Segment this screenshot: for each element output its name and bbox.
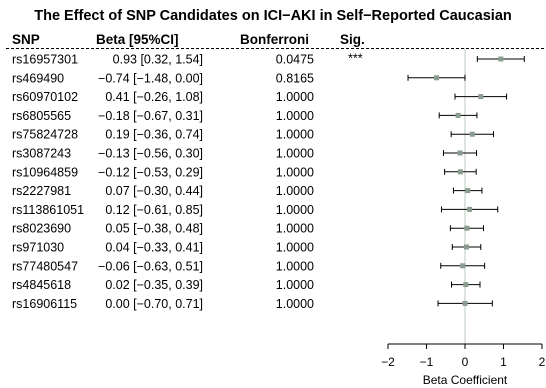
table-row: rs16957301 0.93 [0.32, 1.54] 0.0475 ***	[12, 52, 525, 67]
bonferroni-value: 1.0000	[276, 147, 314, 161]
bonferroni-value: 1.0000	[276, 90, 314, 104]
beta-ci-value: 0.93 [0.32, 1.54]	[113, 53, 203, 67]
bonferroni-value: 1.0000	[276, 278, 314, 292]
x-tick-label: 2	[539, 355, 546, 369]
bonferroni-value: 1.0000	[276, 165, 314, 179]
snp-label: rs60970102	[12, 90, 78, 104]
beta-ci-value: −0.06 [−0.63, 0.51]	[98, 259, 203, 273]
table-row: rs75824728 0.19 [−0.36, 0.74] 1.0000	[12, 128, 494, 142]
column-header-snp: SNP	[12, 32, 40, 47]
table-row: rs469490 −0.74 [−1.48, 0.00] 0.8165	[12, 71, 466, 85]
column-header-bonferroni: Bonferroni	[240, 32, 309, 47]
point-estimate	[478, 94, 484, 100]
table-row: rs971030 0.04 [−0.33, 0.41] 1.0000	[12, 241, 482, 255]
beta-ci-value: −0.74 [−1.48, 0.00]	[98, 71, 203, 85]
point-estimate	[464, 225, 470, 231]
table-row: rs77480547 −0.06 [−0.63, 0.51] 1.0000	[12, 259, 486, 273]
beta-ci-value: 0.41 [−0.26, 1.08]	[105, 90, 203, 104]
snp-label: rs4845618	[12, 278, 71, 292]
beta-ci-value: 0.04 [−0.33, 0.41]	[105, 241, 203, 255]
snp-label: rs2227981	[12, 184, 71, 198]
point-estimate	[469, 131, 475, 137]
bonferroni-value: 1.0000	[276, 222, 314, 236]
table-row: rs113861051 0.12 [−0.61, 0.85] 1.0000	[12, 203, 499, 217]
point-estimate	[460, 263, 466, 269]
snp-label: rs113861051	[12, 203, 84, 217]
snp-label: rs77480547	[12, 259, 78, 273]
table-row: rs60970102 0.41 [−0.26, 1.08] 1.0000	[12, 90, 508, 104]
beta-ci-value: 0.19 [−0.36, 0.74]	[105, 128, 203, 142]
snp-label: rs3087243	[12, 147, 71, 161]
point-estimate	[457, 169, 463, 175]
point-estimate	[462, 300, 468, 306]
column-header-sig: Sig.	[340, 32, 365, 47]
table-row: rs10964859 −0.12 [−0.53, 0.29] 1.0000	[12, 165, 477, 179]
table-row: rs16906115 0.00 [−0.70, 0.71] 1.0000	[12, 297, 493, 311]
snp-label: rs75824728	[12, 128, 78, 142]
point-estimate	[434, 75, 440, 81]
point-estimate	[457, 150, 463, 156]
table-row: rs2227981 0.07 [−0.30, 0.44] 1.0000	[12, 184, 483, 198]
point-estimate	[498, 56, 504, 62]
bonferroni-value: 0.8165	[276, 71, 314, 85]
beta-ci-value: −0.18 [−0.67, 0.31]	[98, 109, 203, 123]
beta-ci-value: 0.05 [−0.38, 0.48]	[105, 222, 203, 236]
snp-label: rs971030	[12, 241, 64, 255]
beta-ci-value: 0.12 [−0.61, 0.85]	[105, 203, 203, 217]
point-estimate	[467, 206, 473, 212]
snp-label: rs8023690	[12, 222, 71, 236]
significance-marker: ***	[348, 52, 363, 66]
point-estimate	[463, 282, 469, 288]
point-estimate	[464, 244, 470, 250]
snp-label: rs469490	[12, 71, 64, 85]
beta-ci-value: −0.12 [−0.53, 0.29]	[98, 165, 203, 179]
table-row: rs4845618 0.02 [−0.35, 0.39] 1.0000	[12, 278, 481, 292]
x-tick-label: −2	[381, 355, 395, 369]
beta-ci-value: 0.07 [−0.30, 0.44]	[105, 184, 203, 198]
column-header-beta: Beta [95%CI]	[96, 32, 179, 47]
bonferroni-value: 0.0475	[276, 53, 314, 67]
bonferroni-value: 1.0000	[276, 259, 314, 273]
bonferroni-value: 1.0000	[276, 297, 314, 311]
snp-label: rs6805565	[12, 109, 71, 123]
table-row: rs3087243 −0.13 [−0.56, 0.30] 1.0000	[12, 147, 478, 161]
bonferroni-value: 1.0000	[276, 109, 314, 123]
chart-title: The Effect of SNP Candidates on ICI−AKI …	[34, 8, 512, 24]
beta-ci-value: −0.13 [−0.56, 0.30]	[98, 147, 203, 161]
point-estimate	[465, 188, 471, 194]
bonferroni-value: 1.0000	[276, 128, 314, 142]
x-tick-label: 0	[462, 355, 469, 369]
bonferroni-value: 1.0000	[276, 241, 314, 255]
beta-ci-value: 0.00 [−0.70, 0.71]	[105, 297, 203, 311]
snp-label: rs10964859	[12, 165, 78, 179]
snp-label: rs16957301	[12, 53, 78, 67]
table-row: rs8023690 0.05 [−0.38, 0.48] 1.0000	[12, 222, 484, 236]
x-tick-label: −1	[420, 355, 434, 369]
x-axis-label: Beta Coefficient	[423, 373, 508, 387]
x-tick-label: 1	[500, 355, 507, 369]
x-axis: −2 −1 0 1 2	[381, 343, 546, 369]
snp-label: rs16906115	[12, 297, 77, 311]
table-row: rs6805565 −0.18 [−0.67, 0.31] 1.0000	[12, 109, 478, 123]
beta-ci-value: 0.02 [−0.35, 0.39]	[105, 278, 203, 292]
table-rows: rs16957301 0.93 [0.32, 1.54] 0.0475 *** rs46…	[12, 48, 525, 344]
bonferroni-value: 1.0000	[276, 203, 314, 217]
bonferroni-value: 1.0000	[276, 184, 314, 198]
point-estimate	[455, 112, 461, 118]
